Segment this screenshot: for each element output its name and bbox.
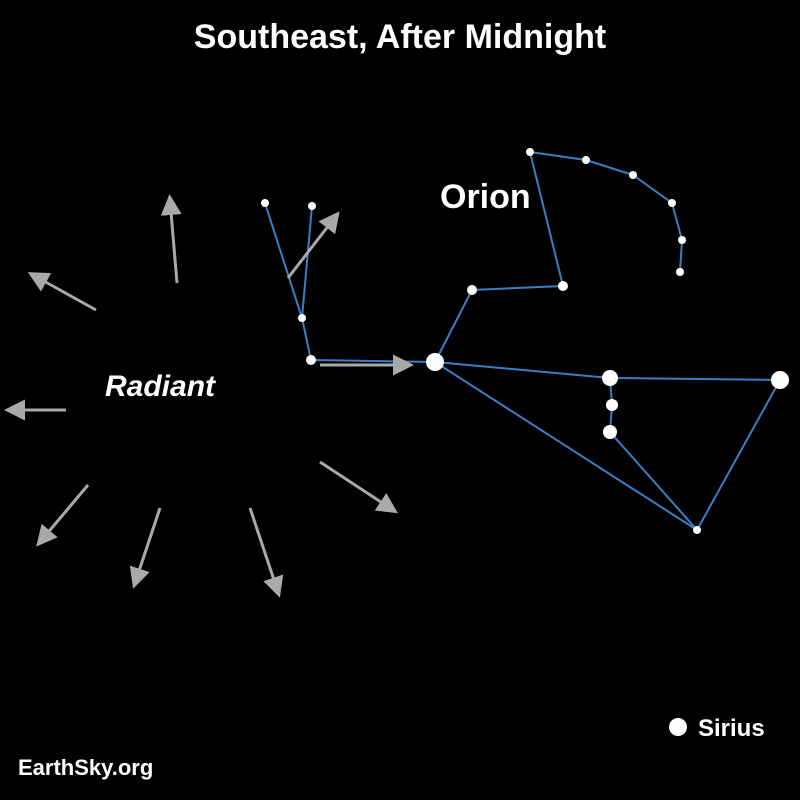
star-belt-r2	[606, 399, 618, 411]
star-club-tip-left	[261, 199, 269, 207]
radiant-arrow	[250, 508, 278, 592]
stars	[261, 148, 789, 736]
constellation-line	[680, 240, 682, 272]
radiant-arrow	[33, 275, 96, 310]
constellation-line	[610, 378, 780, 380]
star-belt-mid	[602, 370, 618, 386]
star-belt-left	[426, 353, 444, 371]
constellation-line	[633, 175, 672, 203]
star-rigel	[771, 371, 789, 389]
constellation-line	[530, 152, 586, 160]
radiant-arrow	[170, 200, 177, 283]
star-bow-top3	[629, 171, 637, 179]
star-bellatrix	[467, 285, 477, 295]
chart-title: Southeast, After Midnight	[0, 18, 800, 57]
constellation-line	[435, 362, 697, 530]
constellation-line	[697, 380, 780, 530]
constellation-line	[302, 206, 312, 318]
sirius-label: Sirius	[698, 715, 765, 743]
star-bow-top1	[526, 148, 534, 156]
constellation-line	[302, 318, 311, 360]
star-betelgeuse	[306, 355, 316, 365]
constellation-line	[472, 286, 563, 290]
star-bow-bot1	[678, 236, 686, 244]
sirius-legend-icon	[669, 718, 687, 736]
star-meissa	[558, 281, 568, 291]
star-saiph	[693, 526, 701, 534]
star-bow-mid	[668, 199, 676, 207]
radiant-arrow	[40, 485, 88, 542]
constellation-line	[672, 203, 682, 240]
radiant-arrow	[288, 216, 336, 278]
orion-label: Orion	[440, 178, 531, 217]
constellation-line	[586, 160, 633, 175]
star-club-tip-right	[308, 202, 316, 210]
star-belt-r3	[603, 425, 617, 439]
credit-label: EarthSky.org	[18, 755, 153, 781]
radiant-label: Radiant	[105, 370, 215, 404]
constellation-line	[435, 290, 472, 362]
radiant-arrow	[135, 508, 160, 583]
constellation-line	[435, 362, 610, 378]
constellation-line	[610, 432, 697, 530]
star-club-mid	[298, 314, 306, 322]
star-bow-top2	[582, 156, 590, 164]
radiant-arrow	[320, 462, 393, 510]
star-bow-bot2	[676, 268, 684, 276]
constellation-line	[265, 203, 302, 318]
constellation-line	[530, 152, 563, 286]
constellation-line	[311, 360, 435, 362]
